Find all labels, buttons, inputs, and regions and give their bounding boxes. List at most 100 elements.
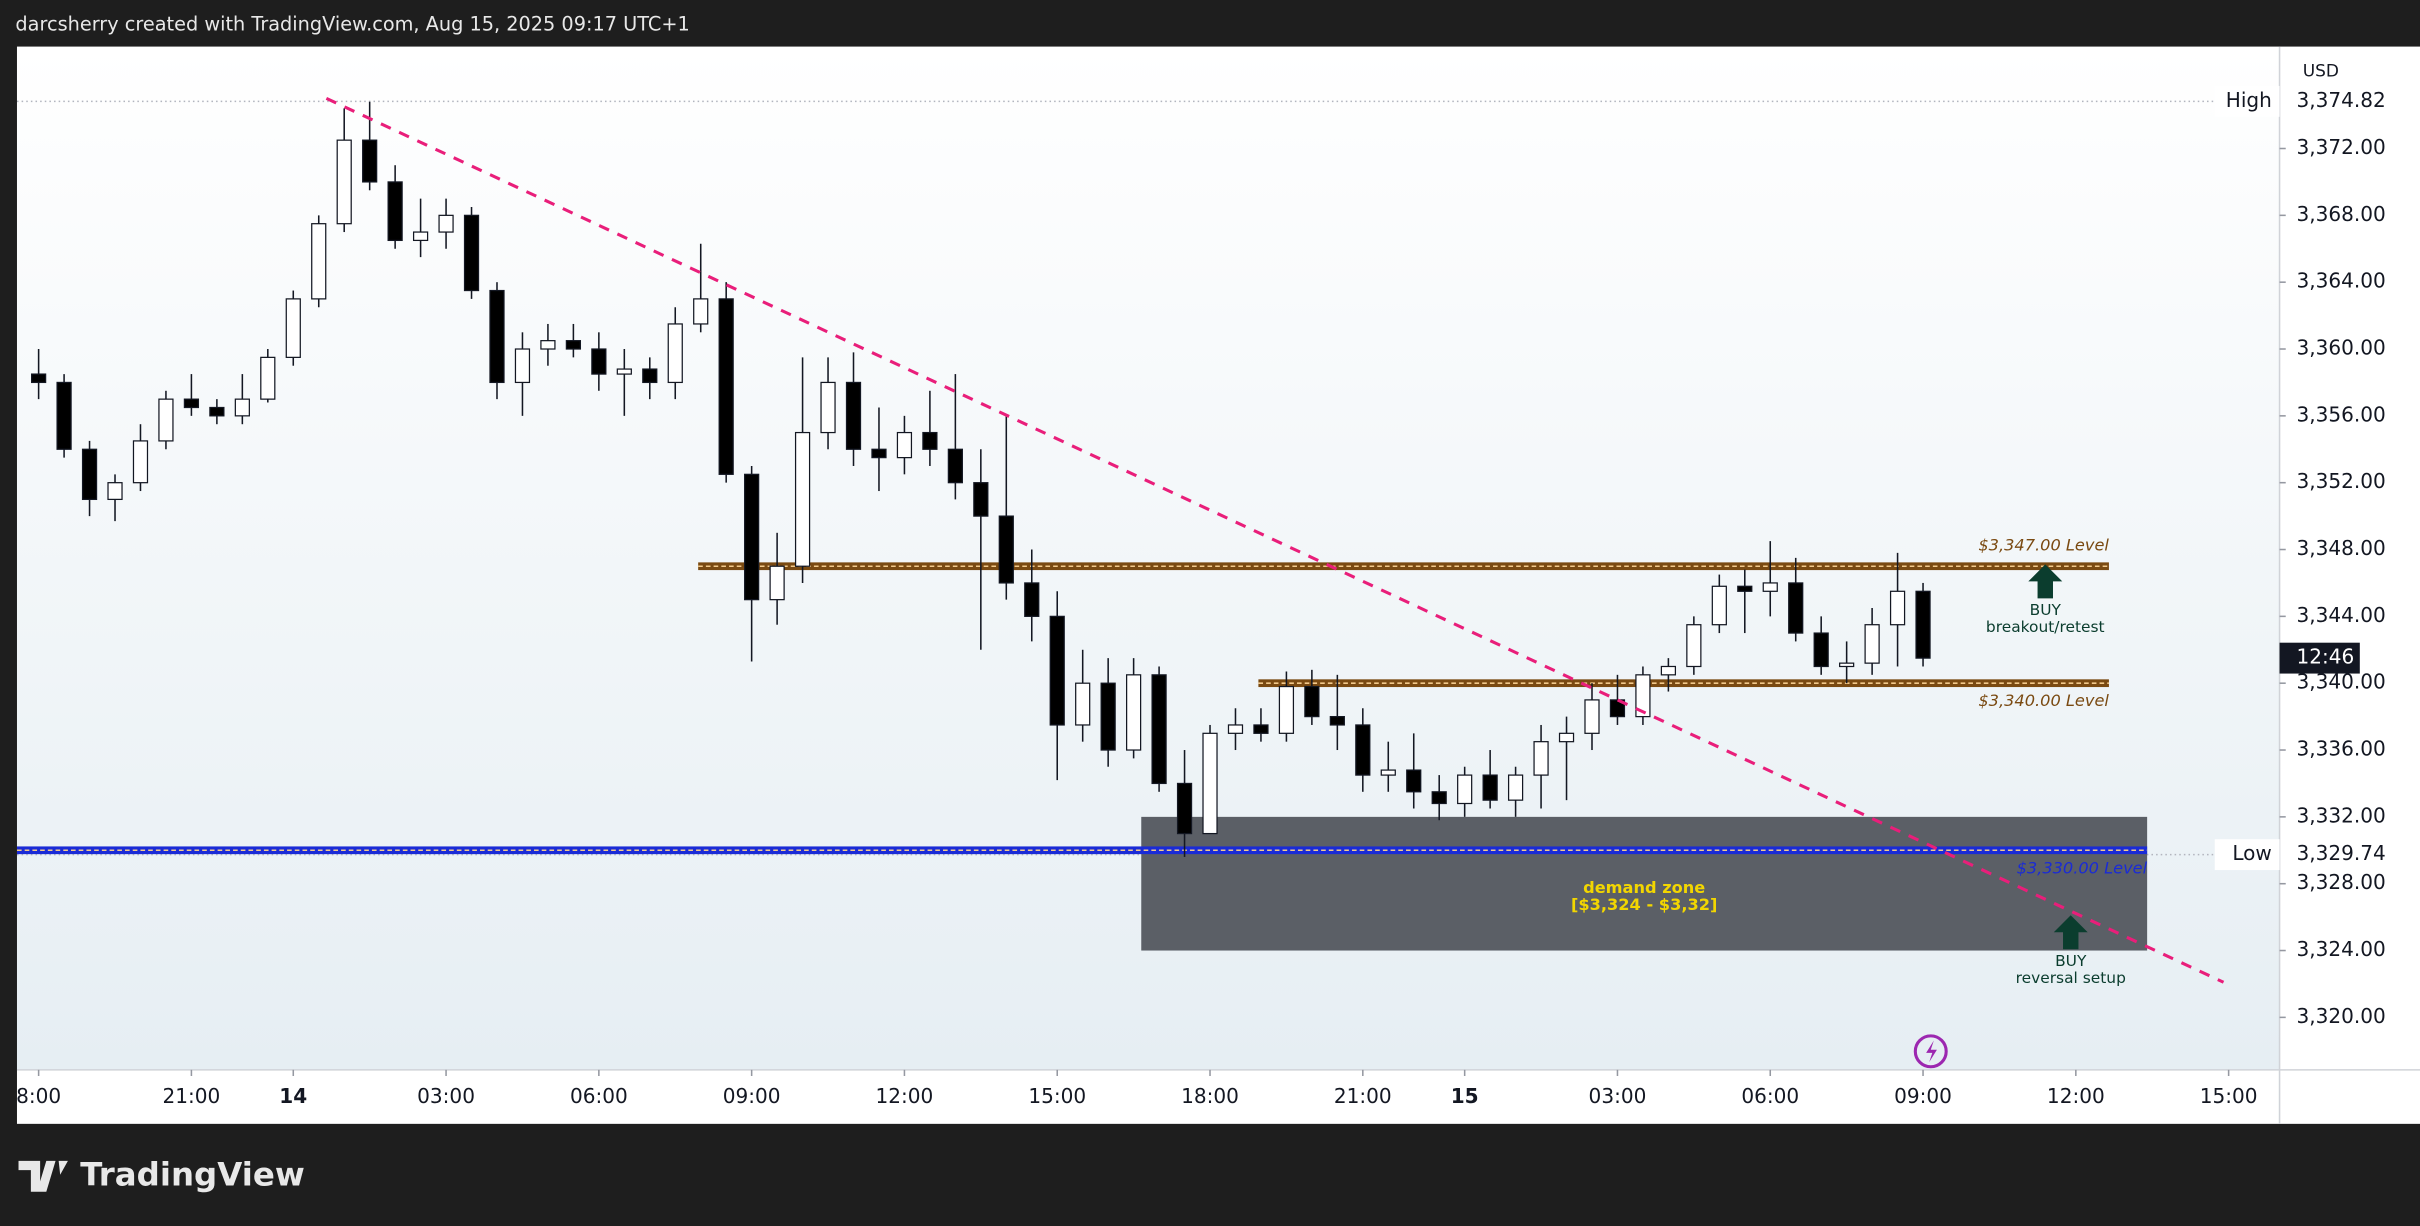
candle-body	[1609, 699, 1626, 718]
candle-body	[1380, 769, 1396, 776]
signal-text: breakout/retest	[1986, 618, 2105, 636]
candle-body	[158, 398, 174, 442]
candle-body	[412, 231, 429, 242]
x-tick-label: 06:00	[570, 1084, 628, 1108]
x-tick-label: 15:00	[1028, 1084, 1086, 1108]
candle-body	[463, 214, 480, 292]
candle-body	[896, 431, 913, 459]
candle-body	[1839, 662, 1855, 668]
candle-body	[1176, 782, 1193, 835]
candle-body	[794, 431, 811, 567]
candle-body	[1864, 624, 1880, 664]
x-tick-label: 15	[1451, 1084, 1479, 1108]
candle-body	[1660, 665, 1677, 676]
y-tick-label: 3,348.00	[2297, 536, 2386, 560]
demand-zone	[1141, 816, 2148, 951]
y-tick-label: 3,340.00	[2297, 670, 2386, 694]
signal-title: BUY	[2055, 952, 2087, 970]
zone-sublabel: [$3,324 - $3,32]	[1571, 895, 1717, 914]
countdown-tag	[2279, 642, 2360, 674]
x-tick-label: 06:00	[1741, 1084, 1799, 1108]
x-tick-label: 18:00	[1181, 1084, 1239, 1108]
candle-body	[1049, 615, 1065, 726]
y-tick-label: 3,344.00	[2297, 603, 2386, 627]
zone-label: demand zone	[1583, 878, 1705, 897]
candle-body	[1584, 699, 1600, 734]
candle-body	[1024, 582, 1040, 617]
alert-icon[interactable]	[1913, 1034, 1948, 1069]
y-tick-label: 3,352.00	[2297, 469, 2386, 493]
candle-body	[311, 223, 327, 300]
candle-body	[1915, 590, 1931, 659]
extreme-label: High	[2226, 88, 2272, 112]
candle-body	[1711, 585, 1727, 626]
candle-body	[1151, 674, 1167, 785]
extreme-value: 3,329.74	[2297, 841, 2386, 865]
candle-body	[1737, 585, 1753, 592]
candle-body	[616, 368, 632, 375]
candle-body	[1253, 724, 1269, 734]
candle-body	[1457, 774, 1473, 805]
candle-body	[1762, 582, 1778, 592]
signal-arrow	[2053, 915, 2088, 950]
candle-body	[1126, 674, 1142, 751]
candle-body	[234, 398, 250, 417]
candle-body	[362, 139, 378, 183]
candle-body	[540, 340, 556, 350]
header: darcsherry created with TradingView.com,…	[15, 12, 689, 35]
x-tick-label: 8:00	[16, 1084, 61, 1108]
candle-body	[438, 214, 454, 233]
candle-body	[132, 440, 149, 484]
x-tick-label: 09:00	[1894, 1084, 1952, 1108]
currency: USD	[2303, 61, 2339, 81]
level-label: $3,330.00 Level	[2017, 858, 2148, 877]
signal-title: BUY	[2030, 601, 2062, 619]
x-tick-label: 15:00	[2200, 1084, 2258, 1108]
time-axis	[16, 1069, 2420, 1124]
x-tick-label: 12:00	[876, 1084, 934, 1108]
candle-body	[1406, 769, 1422, 793]
x-tick-label: 03:00	[1589, 1084, 1647, 1108]
candle-body	[31, 373, 47, 384]
candle-body	[514, 348, 531, 384]
candle-body	[693, 298, 709, 325]
candle-body	[489, 289, 505, 384]
logo-text: TradingView	[80, 1155, 305, 1193]
candle-body	[1813, 632, 1829, 668]
level-label: $3,340.00 Level	[1978, 691, 2109, 710]
candle-body	[642, 368, 658, 384]
candle-body	[744, 473, 760, 601]
candle-body	[1202, 732, 1218, 835]
trendline	[325, 96, 2225, 984]
level-label: $3,347.00 Level	[1978, 536, 2109, 555]
extreme-label: Low	[2232, 841, 2271, 865]
y-tick-label: 3,372.00	[2297, 135, 2386, 159]
candle-body	[387, 181, 403, 242]
x-tick-label: 21:00	[1334, 1084, 1392, 1108]
candle-body	[81, 448, 98, 501]
candle-body	[845, 381, 862, 450]
candle-body	[820, 381, 836, 434]
candle-body	[998, 515, 1014, 584]
candle-body	[591, 348, 607, 375]
extreme-box	[2214, 839, 2280, 871]
candle-body	[769, 565, 785, 601]
y-tick-label: 3,364.00	[2297, 269, 2386, 293]
x-tick-label: 03:00	[417, 1084, 475, 1108]
y-tick-label: 3,336.00	[2297, 737, 2386, 761]
candle-body	[336, 139, 352, 225]
candle-body	[718, 298, 734, 475]
axes: 3,320.00 3,324.00 3,328.00 3,332.00 3,336.00…	[16, 85, 2386, 1108]
candle-body	[1533, 741, 1549, 776]
y-tick-label: 3,320.00	[2297, 1004, 2386, 1028]
x-tick-label: 09:00	[723, 1084, 781, 1108]
y-tick-label: 3,324.00	[2297, 937, 2386, 961]
y-tick-label: 3,368.00	[2297, 202, 2386, 226]
signal-text: reversal setup	[2016, 969, 2126, 987]
candle-body	[209, 406, 225, 417]
price-axis	[2279, 46, 2420, 1070]
candle-body	[871, 448, 887, 459]
x-tick-label: 12:00	[2047, 1084, 2105, 1108]
